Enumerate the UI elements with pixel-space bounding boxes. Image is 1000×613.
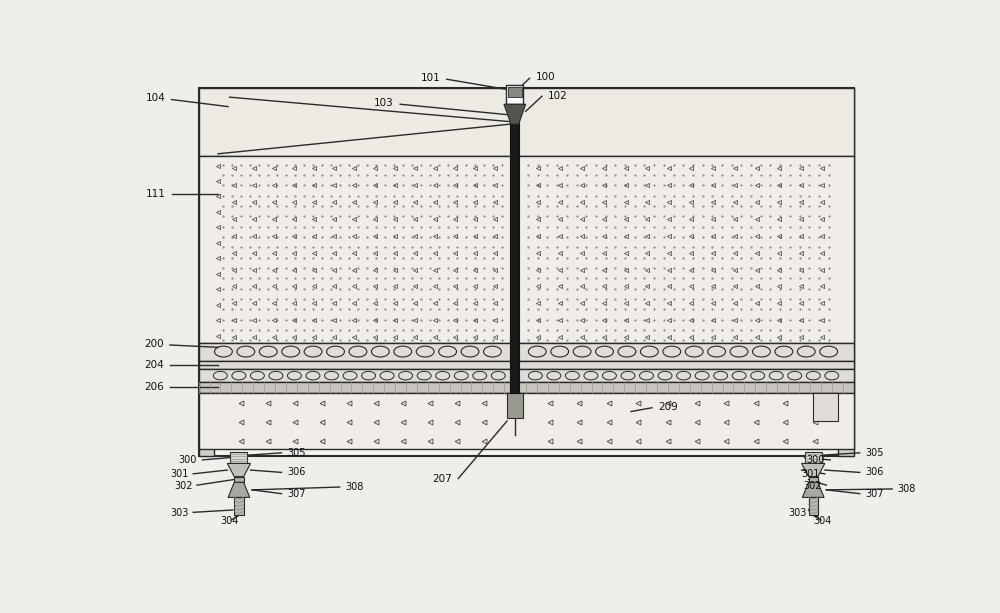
Bar: [199, 343, 854, 360]
Polygon shape: [802, 463, 825, 477]
Text: 303: 303: [170, 508, 189, 518]
Text: 111: 111: [145, 189, 165, 199]
Text: 302: 302: [803, 481, 822, 490]
Bar: [199, 156, 854, 343]
Bar: [809, 497, 818, 516]
Text: 206: 206: [144, 383, 164, 392]
Bar: [199, 393, 854, 449]
Bar: [199, 383, 854, 393]
Text: 207: 207: [432, 474, 452, 484]
Bar: [813, 393, 838, 421]
Text: 308: 308: [345, 482, 363, 492]
Text: 101: 101: [421, 74, 440, 83]
Text: 301: 301: [170, 470, 189, 479]
Text: 200: 200: [144, 338, 164, 349]
Text: 307: 307: [287, 489, 305, 499]
Text: 306: 306: [865, 467, 884, 478]
Bar: [199, 369, 854, 383]
Text: 102: 102: [547, 91, 567, 101]
Text: 301: 301: [802, 470, 820, 479]
Text: 306: 306: [287, 467, 305, 478]
Bar: [510, 85, 519, 393]
Bar: [809, 477, 818, 482]
Bar: [838, 88, 854, 456]
Text: 302: 302: [174, 481, 192, 490]
Text: 103: 103: [374, 98, 394, 109]
Text: 304: 304: [220, 516, 239, 526]
Polygon shape: [504, 104, 526, 124]
Text: 304: 304: [813, 516, 832, 526]
Bar: [234, 477, 244, 482]
Text: 307: 307: [865, 489, 884, 499]
Bar: [199, 88, 854, 156]
Text: 209: 209: [658, 402, 678, 412]
Text: 303: 303: [788, 508, 806, 518]
Bar: [199, 88, 854, 456]
Polygon shape: [802, 482, 824, 497]
Text: 308: 308: [898, 484, 916, 494]
Polygon shape: [227, 463, 251, 477]
Text: 204: 204: [144, 360, 164, 370]
Bar: [506, 85, 523, 104]
Bar: [199, 360, 854, 369]
Text: 305: 305: [287, 448, 305, 458]
Bar: [507, 393, 523, 418]
Bar: [805, 452, 822, 463]
Bar: [199, 88, 214, 456]
Polygon shape: [228, 482, 250, 497]
Text: 305: 305: [865, 448, 884, 458]
Text: 300: 300: [806, 455, 825, 465]
Text: 300: 300: [179, 455, 197, 465]
Bar: [234, 497, 244, 516]
Bar: [508, 87, 522, 97]
Text: 104: 104: [146, 93, 165, 103]
Text: 100: 100: [536, 72, 555, 82]
Bar: [230, 452, 247, 463]
